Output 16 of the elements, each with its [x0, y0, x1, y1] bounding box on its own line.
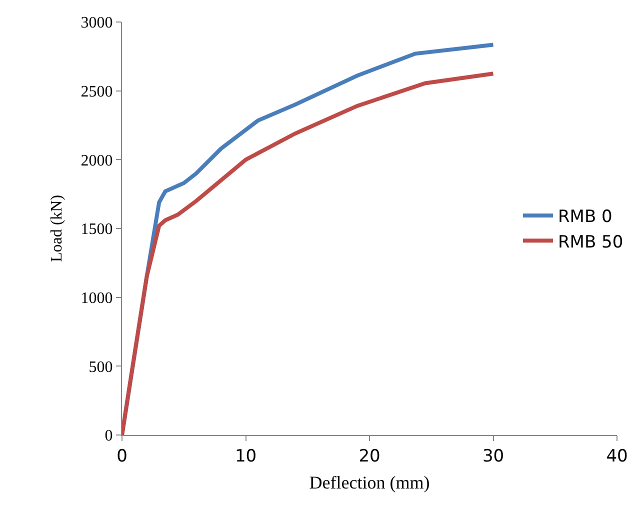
y-tick-label: 500 [88, 358, 113, 376]
y-tick-label: 1000 [80, 290, 113, 307]
y-tick-label: 3000 [80, 14, 113, 32]
y-tick-label: 0 [104, 428, 113, 445]
x-tick-label: 10 [234, 446, 257, 466]
y-tick-label: 1500 [80, 221, 113, 238]
legend-label: RMB 0 [558, 207, 612, 228]
x-tick-label: 20 [358, 446, 380, 466]
y-axis-title: Load (kN) [48, 194, 66, 262]
y-tick-label: 2000 [80, 152, 113, 170]
x-axis-title: Deflection (mm) [309, 472, 430, 492]
legend-label: RMB 50 [558, 232, 624, 252]
x-tick-label: 30 [482, 446, 504, 466]
y-tick-label: 2500 [80, 83, 113, 100]
x-tick-label: 40 [606, 446, 628, 466]
x-tick-label: 0 [116, 446, 128, 466]
